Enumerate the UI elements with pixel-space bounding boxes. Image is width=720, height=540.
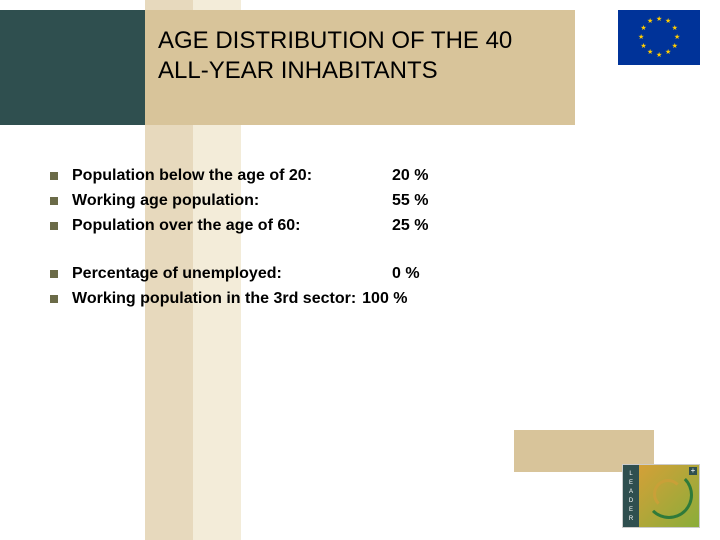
star-icon: ★: [672, 26, 678, 32]
star-icon: ★: [640, 44, 646, 50]
item-value: 20 %: [392, 164, 428, 189]
star-icon: ★: [656, 53, 662, 59]
leader-logo-icon: LEADER +: [622, 464, 700, 528]
logo-letter: L: [629, 471, 632, 477]
logo-text-strip: LEADER: [623, 465, 639, 527]
star-icon: ★: [672, 44, 678, 50]
star-icon: ★: [665, 19, 671, 25]
logo-graphic: +: [639, 465, 699, 527]
content-area: Population below the age of 20: 20 % Wor…: [50, 164, 650, 336]
star-icon: ★: [647, 50, 653, 56]
bullet-square-icon: [50, 295, 58, 303]
star-icon: ★: [656, 17, 662, 23]
star-icon: ★: [638, 35, 644, 41]
bullet-square-icon: [50, 172, 58, 180]
item-value: 25 %: [392, 214, 428, 239]
header-dark-block: [0, 10, 145, 125]
eu-flag-icon: ★★★★★★★★★★★★: [618, 10, 700, 65]
bullet-square-icon: [50, 270, 58, 278]
logo-letter: E: [629, 480, 633, 486]
list-item: Population below the age of 20: 20 %: [50, 164, 650, 189]
list-item: Population over the age of 60: 25 %: [50, 214, 650, 239]
item-value: 0 %: [392, 262, 420, 287]
list-item: Working population in the 3rd sector: 10…: [50, 287, 650, 312]
item-value: 100 %: [362, 287, 407, 312]
star-icon: ★: [640, 26, 646, 32]
logo-letter: A: [629, 489, 633, 495]
logo-letter: R: [629, 516, 633, 522]
list-item: Percentage of unemployed: 0 %: [50, 262, 650, 287]
item-label: Population below the age of 20:: [72, 164, 392, 189]
swirl-inner-icon: [653, 479, 683, 509]
bullet-group-2: Percentage of unemployed: 0 % Working po…: [50, 262, 650, 312]
plus-icon: +: [689, 467, 697, 475]
item-value: 55 %: [392, 189, 428, 214]
star-icon: ★: [647, 19, 653, 25]
item-label: Population over the age of 60:: [72, 214, 392, 239]
star-icon: ★: [674, 35, 680, 41]
star-icon: ★: [665, 50, 671, 56]
bullet-square-icon: [50, 197, 58, 205]
list-item: Working age population: 55 %: [50, 189, 650, 214]
item-label: Working age population:: [72, 189, 392, 214]
item-label: Working population in the 3rd sector:: [72, 287, 356, 312]
logo-letter: E: [629, 507, 633, 513]
item-label: Percentage of unemployed:: [72, 262, 392, 287]
bullet-square-icon: [50, 222, 58, 230]
logo-letter: D: [629, 498, 633, 504]
bullet-group-1: Population below the age of 20: 20 % Wor…: [50, 164, 650, 238]
page-title: AGE DISTRIBUTION OF THE 40 ALL-YEAR INHA…: [158, 26, 558, 86]
